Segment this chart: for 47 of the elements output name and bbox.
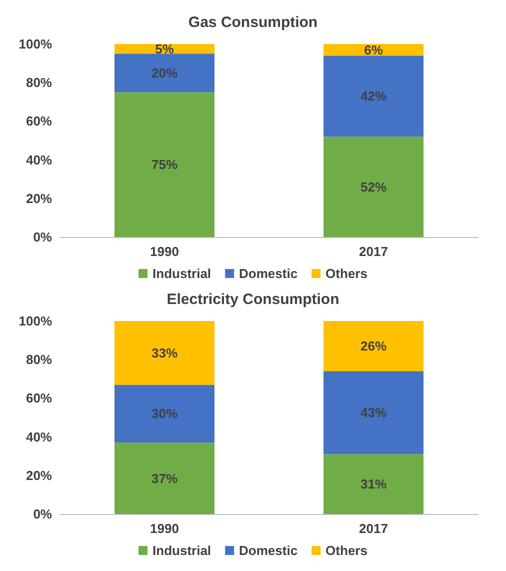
legend-label: Industrial [152, 543, 212, 558]
bar [324, 44, 424, 56]
data-label: 33% [151, 345, 178, 360]
legend-label: Domestic [239, 543, 298, 558]
y-tick-label: 0% [33, 506, 52, 522]
data-label: 43% [360, 405, 387, 420]
legend-label: Industrial [152, 266, 212, 281]
y-tick-label: 0% [33, 230, 52, 244]
data-label: 37% [151, 470, 178, 486]
y-tick-label: 80% [26, 75, 52, 90]
bar [324, 454, 424, 514]
data-label: 75% [151, 157, 178, 172]
data-label: 52% [360, 179, 387, 194]
x-tick-label: 2017 [359, 521, 388, 536]
chart-title: Gas Consumption [188, 14, 318, 31]
y-tick-label: 20% [26, 468, 52, 483]
bar [324, 56, 424, 137]
x-tick-label: 2017 [359, 244, 388, 259]
bar [114, 442, 214, 514]
x-tick-label: 1990 [150, 244, 179, 259]
bar [324, 321, 424, 372]
bar [114, 54, 214, 92]
bar [114, 384, 214, 443]
legend-label: Domestic [239, 266, 298, 281]
legend-label: Others [326, 266, 368, 281]
data-label: 20% [151, 65, 178, 80]
data-label: 6% [364, 42, 384, 58]
bar [324, 136, 424, 237]
data-label: 26% [360, 338, 387, 354]
y-tick-label: 40% [26, 152, 52, 168]
data-label: 5% [155, 41, 174, 56]
data-label: 31% [360, 476, 387, 492]
bar [324, 371, 424, 454]
data-label: 30% [151, 406, 178, 422]
x-tick-label: 1990 [150, 521, 179, 536]
y-tick-label: 60% [26, 114, 52, 129]
bar [114, 92, 214, 237]
y-tick-label: 80% [26, 352, 52, 368]
y-tick-label: 40% [26, 429, 52, 444]
legend-label: Others [326, 543, 368, 558]
y-tick-label: 60% [26, 390, 52, 406]
bar [114, 321, 214, 385]
y-tick-label: 100% [18, 314, 52, 328]
y-tick-label: 100% [18, 36, 52, 52]
y-tick-label: 20% [26, 190, 52, 206]
chart-title: Electricity Consumption [166, 291, 340, 308]
data-label: 42% [360, 88, 387, 104]
